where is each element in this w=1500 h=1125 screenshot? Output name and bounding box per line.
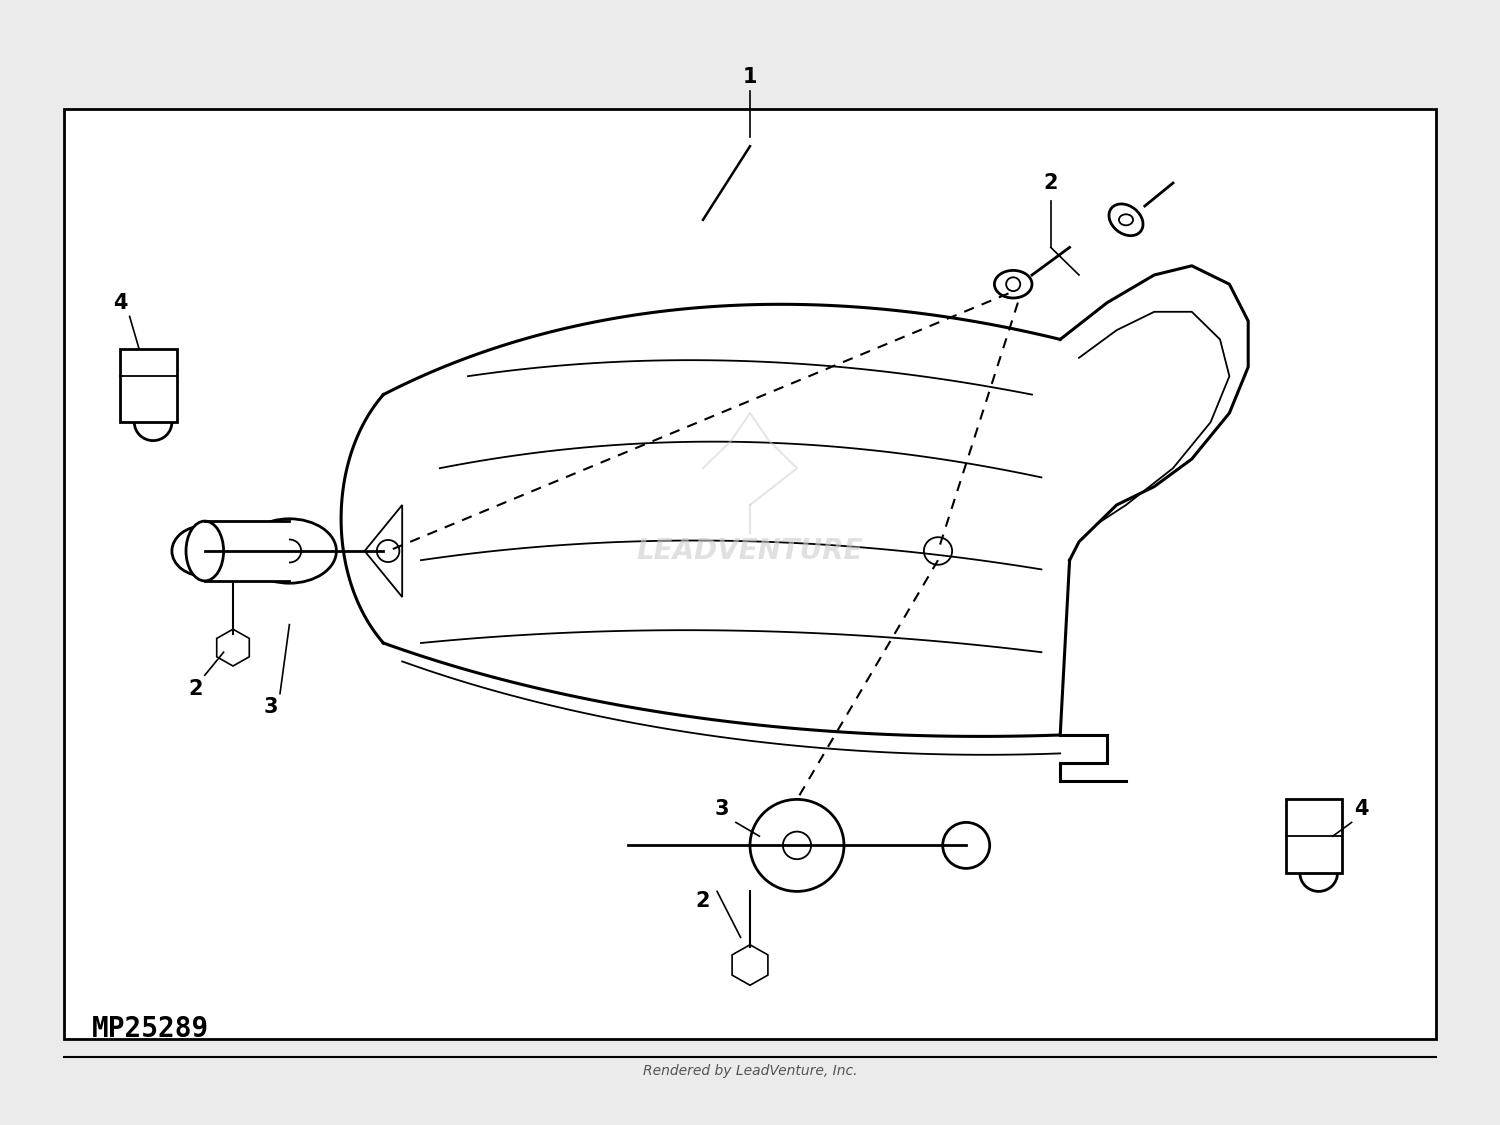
Text: LEADVENTURE: LEADVENTURE — [636, 537, 864, 565]
Text: 2: 2 — [188, 680, 202, 699]
Ellipse shape — [750, 800, 844, 891]
Circle shape — [924, 538, 952, 565]
Text: 4: 4 — [112, 292, 128, 313]
Ellipse shape — [186, 521, 224, 580]
Bar — [206, 521, 290, 580]
Text: 2: 2 — [1044, 173, 1058, 194]
Circle shape — [376, 540, 399, 562]
Ellipse shape — [1119, 214, 1132, 225]
Bar — [1286, 800, 1342, 873]
Ellipse shape — [278, 540, 302, 562]
Ellipse shape — [994, 270, 1032, 298]
Bar — [64, 109, 1435, 1038]
Text: 1: 1 — [742, 68, 758, 88]
Text: 4: 4 — [1353, 799, 1368, 819]
Text: 2: 2 — [696, 891, 711, 910]
Text: MP25289: MP25289 — [92, 1016, 208, 1043]
Polygon shape — [364, 505, 402, 597]
Text: 3: 3 — [264, 698, 278, 718]
Text: Rendered by LeadVenture, Inc.: Rendered by LeadVenture, Inc. — [642, 1064, 858, 1078]
Ellipse shape — [1108, 204, 1143, 235]
Ellipse shape — [942, 822, 990, 868]
Ellipse shape — [243, 519, 336, 583]
Text: 3: 3 — [714, 799, 729, 819]
Ellipse shape — [783, 831, 812, 860]
Bar — [120, 349, 177, 422]
Ellipse shape — [1007, 277, 1020, 291]
Ellipse shape — [172, 525, 237, 576]
